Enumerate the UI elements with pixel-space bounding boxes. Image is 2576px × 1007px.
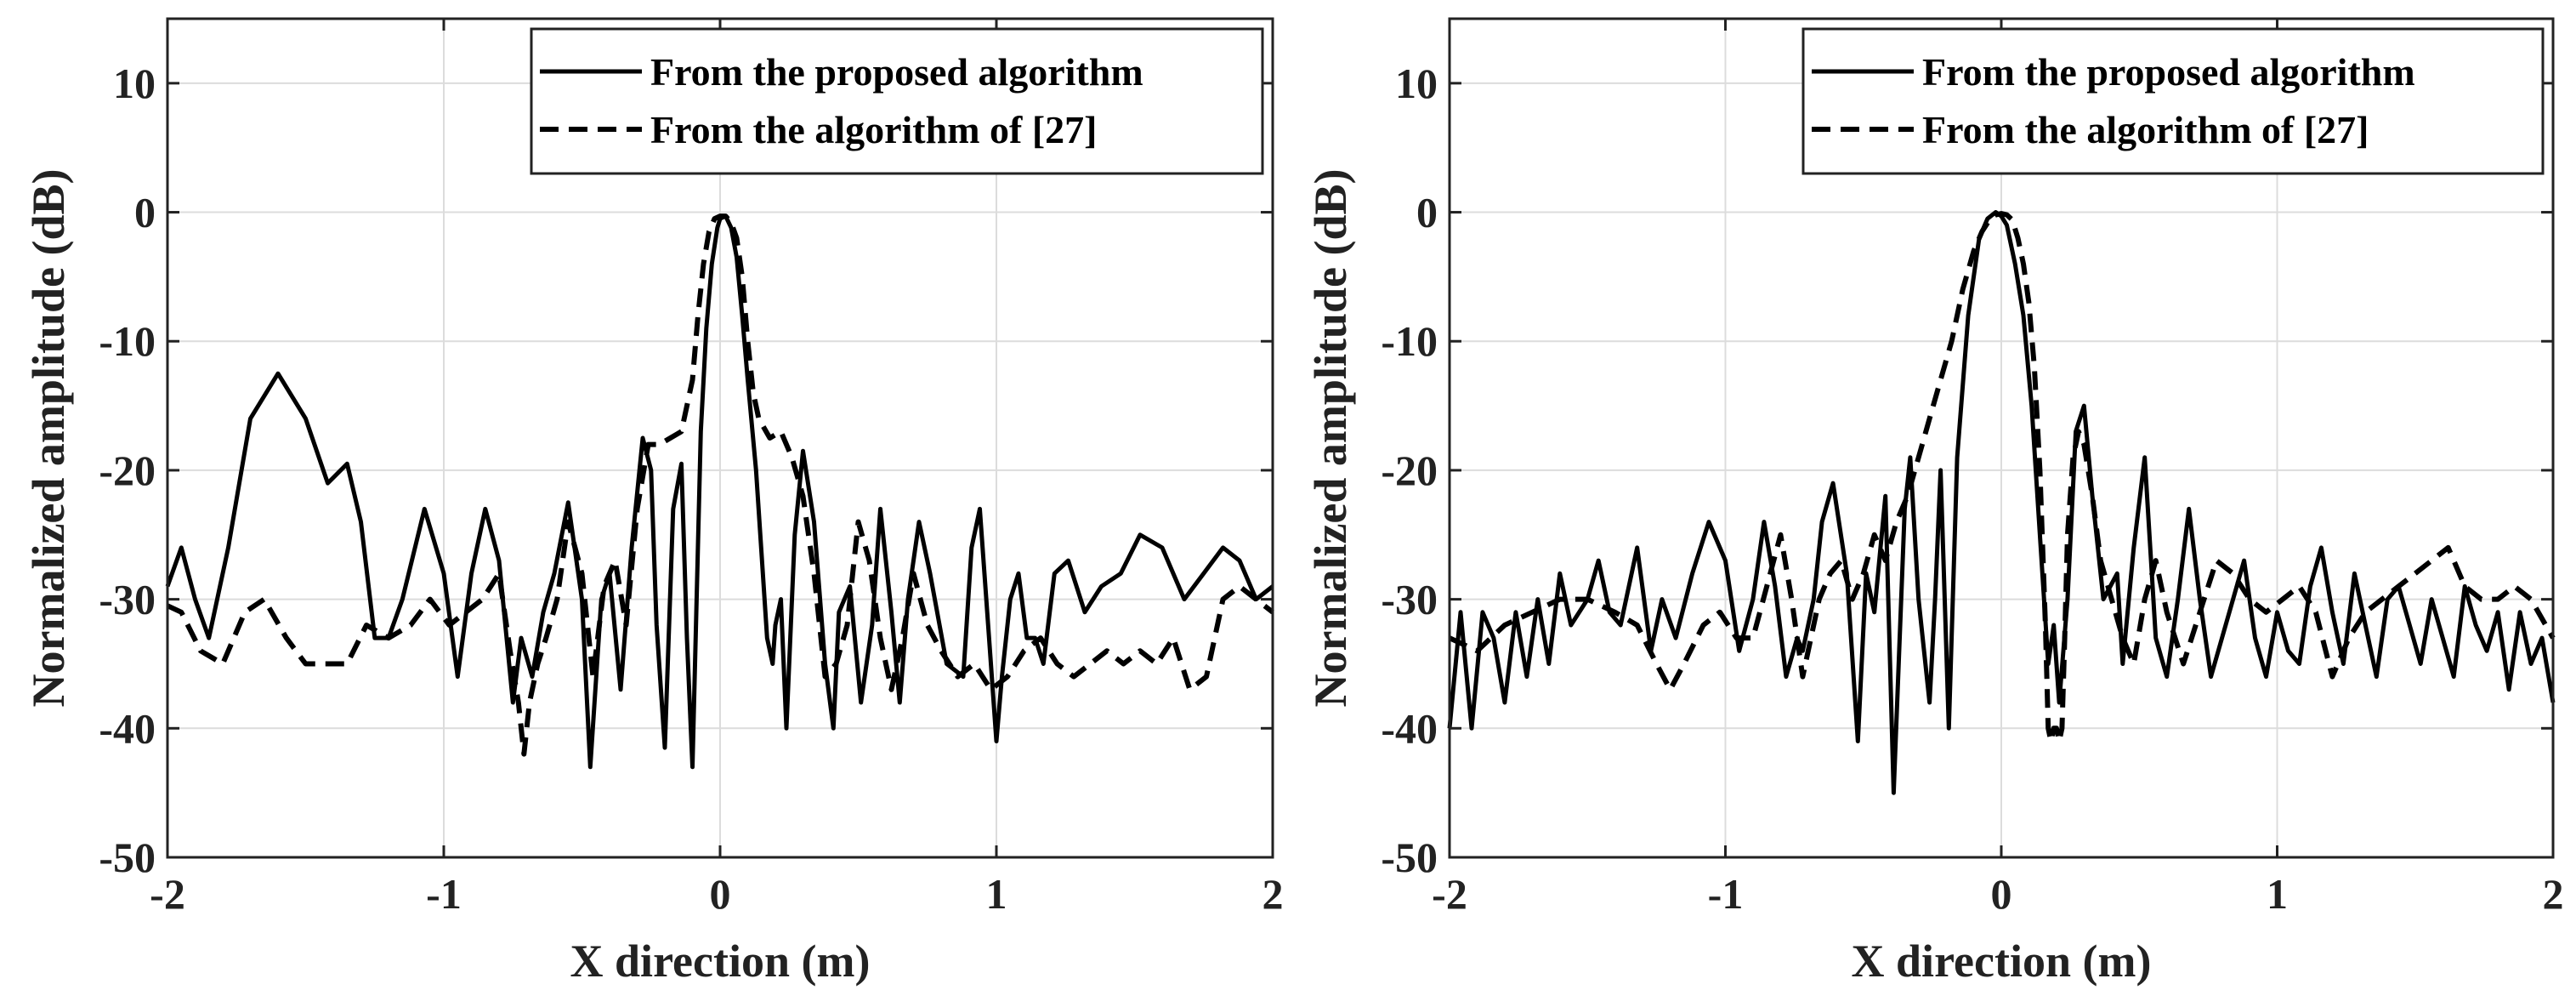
y-tick-label: -40 xyxy=(1381,704,1438,752)
y-tick-label: -50 xyxy=(1381,833,1438,881)
x-tick-label: -1 xyxy=(1708,870,1744,918)
x-tick-label: 1 xyxy=(2267,870,2288,918)
x-axis-label: X direction (m) xyxy=(1852,936,2152,987)
legend-box xyxy=(530,27,1264,175)
y-tick-label: -50 xyxy=(99,833,156,881)
y-tick-label: -30 xyxy=(1381,576,1438,623)
y-tick-label: 0 xyxy=(1416,189,1438,236)
series-line-reference xyxy=(1448,211,2556,744)
y-tick-label: -10 xyxy=(1381,317,1438,365)
y-tick-label: -20 xyxy=(1381,447,1438,494)
legend: From the proposed algorithm From the algo… xyxy=(1801,27,2545,175)
x-tick-label: 2 xyxy=(1262,870,1284,918)
x-tick-label: 0 xyxy=(1991,870,2012,918)
x-tick-label: -2 xyxy=(150,870,185,918)
y-tick-label: -10 xyxy=(99,317,156,365)
legend-entry-label: From the proposed algorithm xyxy=(1922,50,2415,94)
y-tick-label: 0 xyxy=(134,189,156,236)
y-axis-label: Normalized amplitude (dB) xyxy=(1305,169,1356,708)
y-tick-label: -30 xyxy=(99,576,156,623)
x-tick-label: 1 xyxy=(986,870,1007,918)
x-tick-label: 0 xyxy=(710,870,731,918)
y-tick-label: -40 xyxy=(99,704,156,752)
legend-entry-label: From the algorithm of [27] xyxy=(650,108,1097,151)
y-tick-label: -20 xyxy=(99,447,156,494)
x-tick-label: -2 xyxy=(1432,870,1467,918)
legend-entry-label: From the proposed algorithm xyxy=(650,50,1143,94)
series-line-reference xyxy=(166,213,1274,757)
legend-entry-label: From the algorithm of [27] xyxy=(1922,108,2369,151)
legend: From the proposed algorithm From the algo… xyxy=(530,27,1264,175)
series-line-proposed xyxy=(165,213,1274,770)
x-tick-label: -1 xyxy=(426,870,462,918)
series-line-proposed xyxy=(1447,210,2556,795)
y-tick-label: 10 xyxy=(113,60,156,107)
legend-box xyxy=(1801,27,2545,175)
y-tick-label: 10 xyxy=(1395,60,1438,107)
y-axis-label: Normalized amplitude (dB) xyxy=(23,169,74,708)
x-tick-label: 2 xyxy=(2543,870,2564,918)
x-axis-label: X direction (m) xyxy=(570,936,871,987)
